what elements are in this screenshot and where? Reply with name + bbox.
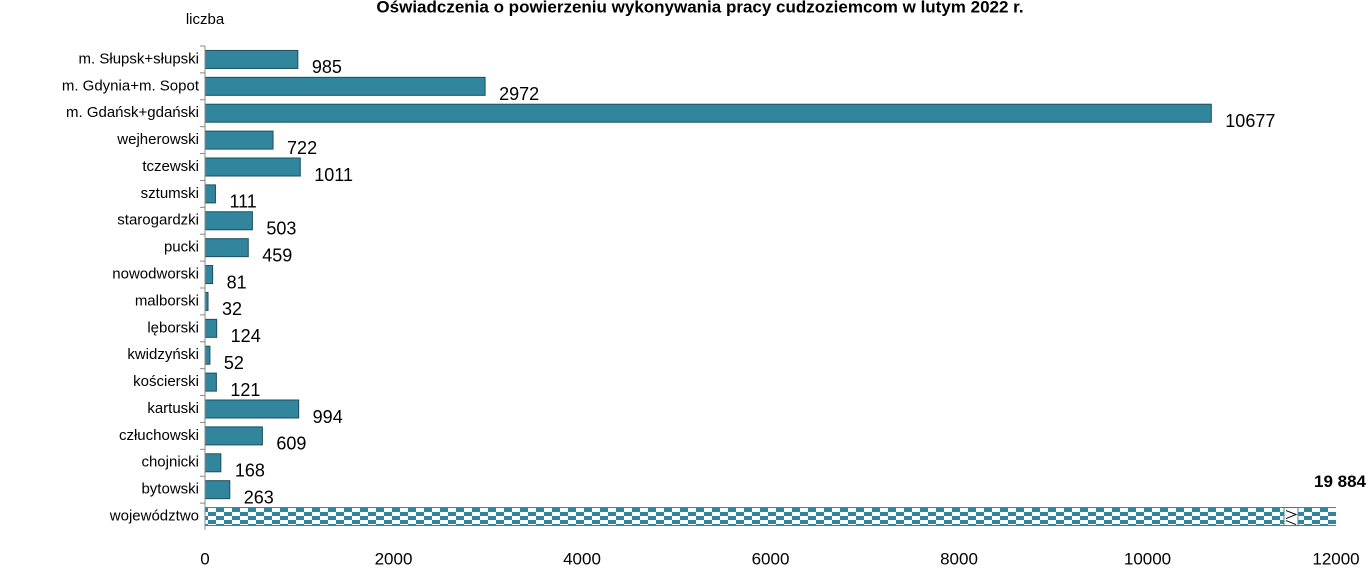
y-tick-label: lęborski <box>147 319 199 336</box>
value-label: 1011 <box>314 165 353 185</box>
value-label: 2972 <box>499 84 539 104</box>
value-label: 19 884 <box>1314 472 1367 491</box>
bar <box>205 318 218 338</box>
value-label: 168 <box>235 461 265 481</box>
bar <box>205 453 222 473</box>
y-tick-label: m. Gdańsk+gdański <box>66 104 199 121</box>
y-tick-label: województwo <box>109 508 199 525</box>
y-tick-label: człuchowski <box>119 427 199 444</box>
value-label: 459 <box>262 245 292 265</box>
bar <box>205 480 231 500</box>
value-label: 722 <box>287 138 317 158</box>
bar <box>205 157 301 177</box>
value-label: 609 <box>276 434 306 454</box>
chart-title: Oświadczenia o powierzeniu wykonywania p… <box>376 0 1023 16</box>
y-tick-label: kościerski <box>133 373 199 390</box>
bar <box>205 265 214 285</box>
bar <box>205 507 1336 527</box>
x-tick-label: 12000 <box>1312 549 1359 568</box>
y-tick-label: tczewski <box>142 158 199 175</box>
y-tick-label: malborski <box>135 292 199 309</box>
break-marker <box>1285 510 1298 526</box>
bar <box>205 49 299 69</box>
x-tick-label: 4000 <box>563 549 601 568</box>
y-tick-label: wejherowski <box>116 131 199 148</box>
y-tick-label: kwidzyński <box>127 346 199 363</box>
y-tick-label: chojnicki <box>141 454 199 471</box>
bar <box>205 211 253 231</box>
y-tick-label: m. Gdynia+m. Sopot <box>62 77 200 94</box>
y-tick-label: sztumski <box>141 185 199 202</box>
bar <box>205 372 217 392</box>
value-label: 503 <box>266 219 296 239</box>
value-label: 52 <box>224 353 244 373</box>
value-label: 10677 <box>1225 111 1275 131</box>
x-tick-label: 8000 <box>940 549 978 568</box>
value-label: 263 <box>244 487 274 507</box>
value-label: 32 <box>222 299 242 319</box>
bar <box>205 130 274 150</box>
value-label: 994 <box>313 407 343 427</box>
plot-area <box>205 49 1336 527</box>
y-tick-label: kartuski <box>147 400 199 417</box>
bar <box>205 76 486 96</box>
x-tick-label: 10000 <box>1124 549 1171 568</box>
value-label: 124 <box>231 326 261 346</box>
bar <box>205 184 216 204</box>
bar <box>205 426 263 446</box>
x-tick-label: 6000 <box>752 549 790 568</box>
value-label: 81 <box>227 272 247 292</box>
x-tick-label: 2000 <box>375 549 413 568</box>
bar <box>205 345 211 365</box>
axis-label: liczba <box>186 11 225 28</box>
value-label: 121 <box>230 380 260 400</box>
y-tick-label: m. Słupsk+słupski <box>79 50 199 67</box>
value-label: 985 <box>312 57 342 77</box>
y-tick-label: pucki <box>164 239 199 256</box>
x-tick-label: 0 <box>200 549 209 568</box>
bar <box>205 291 209 311</box>
value-label: 111 <box>229 192 256 212</box>
y-tick-label: nowodworski <box>112 266 199 283</box>
bar <box>205 103 1212 123</box>
y-tick-label: bytowski <box>141 481 199 498</box>
y-tick-label: starogardzki <box>117 212 199 229</box>
bar <box>205 238 249 258</box>
bar <box>205 399 300 419</box>
